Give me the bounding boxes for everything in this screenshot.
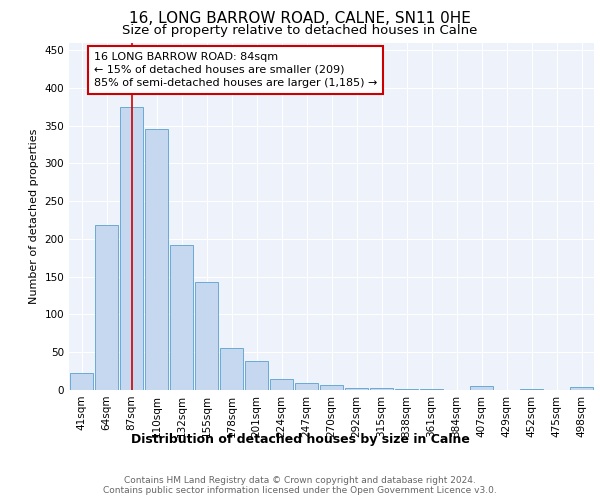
Bar: [95, 226, 118, 390]
Bar: [320, 384, 343, 390]
Bar: [570, 387, 593, 390]
Bar: [170, 245, 193, 390]
Bar: [395, 389, 418, 390]
Bar: [245, 362, 268, 390]
Y-axis label: Number of detached properties: Number of detached properties: [29, 128, 39, 304]
Text: Distribution of detached houses by size in Calne: Distribution of detached houses by size …: [131, 432, 469, 446]
Bar: [120, 106, 143, 390]
Bar: [345, 388, 368, 390]
Bar: [470, 386, 493, 390]
Bar: [520, 389, 543, 390]
Bar: [145, 130, 168, 390]
Bar: [420, 389, 443, 390]
Bar: [220, 348, 243, 390]
Bar: [270, 380, 293, 390]
Bar: [295, 383, 318, 390]
Text: 16, LONG BARROW ROAD, CALNE, SN11 0HE: 16, LONG BARROW ROAD, CALNE, SN11 0HE: [129, 11, 471, 26]
Bar: [370, 388, 393, 390]
Text: Size of property relative to detached houses in Calne: Size of property relative to detached ho…: [122, 24, 478, 37]
Text: 16 LONG BARROW ROAD: 84sqm
← 15% of detached houses are smaller (209)
85% of sem: 16 LONG BARROW ROAD: 84sqm ← 15% of deta…: [94, 52, 377, 88]
Text: Contains HM Land Registry data © Crown copyright and database right 2024.
Contai: Contains HM Land Registry data © Crown c…: [103, 476, 497, 495]
Bar: [195, 282, 218, 390]
Bar: [70, 374, 93, 390]
